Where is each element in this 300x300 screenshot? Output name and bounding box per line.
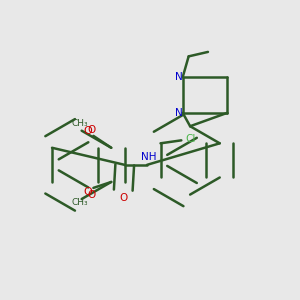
Text: CH₃: CH₃ [72,198,88,207]
Text: CH₃: CH₃ [71,119,88,128]
Text: NH: NH [141,152,156,162]
Text: O: O [88,190,96,200]
Text: N: N [175,72,183,82]
Text: O: O [119,193,128,202]
Text: O: O [88,125,96,135]
Text: O: O [83,126,92,136]
Text: Cl: Cl [185,134,195,144]
Text: O: O [83,188,92,197]
Text: N: N [175,108,183,118]
